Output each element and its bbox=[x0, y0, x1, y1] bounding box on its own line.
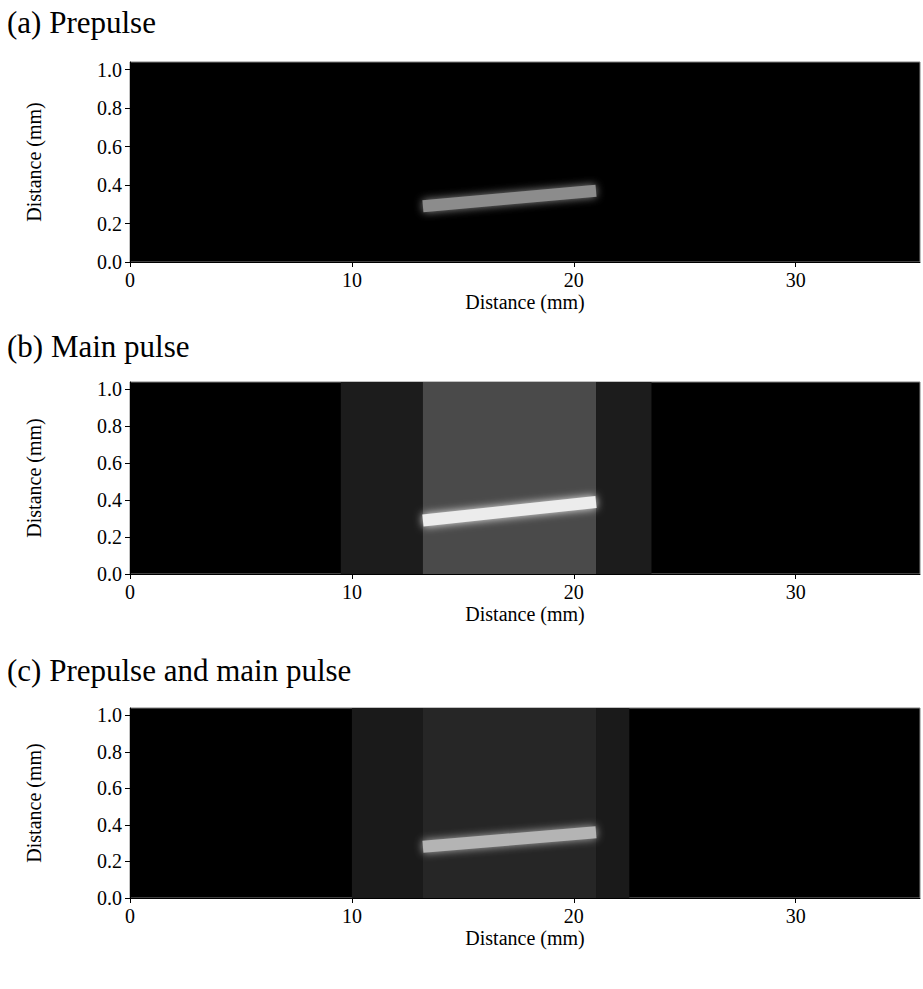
svg-text:0.6: 0.6 bbox=[97, 136, 122, 158]
svg-text:20: 20 bbox=[564, 269, 584, 291]
svg-text:0.2: 0.2 bbox=[97, 526, 122, 548]
svg-text:0.8: 0.8 bbox=[97, 415, 122, 437]
svg-text:30: 30 bbox=[786, 581, 806, 603]
svg-text:0.8: 0.8 bbox=[97, 97, 122, 119]
svg-text:0.0: 0.0 bbox=[97, 251, 122, 273]
svg-text:30: 30 bbox=[786, 905, 806, 927]
svg-text:10: 10 bbox=[342, 269, 362, 291]
svg-text:Distance (mm): Distance (mm) bbox=[23, 102, 46, 221]
svg-text:0.4: 0.4 bbox=[97, 174, 122, 196]
svg-text:(c) Prepulse and main pulse: (c) Prepulse and main pulse bbox=[7, 653, 351, 688]
svg-text:Distance (mm): Distance (mm) bbox=[465, 927, 584, 950]
svg-text:1.0: 1.0 bbox=[97, 704, 122, 726]
svg-text:20: 20 bbox=[564, 905, 584, 927]
svg-text:1.0: 1.0 bbox=[97, 378, 122, 400]
svg-text:10: 10 bbox=[342, 905, 362, 927]
svg-text:(a) Prepulse: (a) Prepulse bbox=[7, 5, 156, 40]
svg-text:0.0: 0.0 bbox=[97, 887, 122, 909]
svg-text:0.2: 0.2 bbox=[97, 850, 122, 872]
svg-text:Distance (mm): Distance (mm) bbox=[465, 603, 584, 626]
svg-text:0.4: 0.4 bbox=[97, 814, 122, 836]
svg-text:0.2: 0.2 bbox=[97, 213, 122, 235]
svg-text:0: 0 bbox=[125, 905, 135, 927]
svg-text:Distance (mm): Distance (mm) bbox=[23, 418, 46, 537]
svg-text:0.8: 0.8 bbox=[97, 741, 122, 763]
svg-text:0.4: 0.4 bbox=[97, 489, 122, 511]
svg-text:0: 0 bbox=[125, 269, 135, 291]
svg-text:1.0: 1.0 bbox=[97, 59, 122, 81]
svg-text:Distance (mm): Distance (mm) bbox=[465, 291, 584, 314]
svg-text:30: 30 bbox=[786, 269, 806, 291]
svg-text:Distance (mm): Distance (mm) bbox=[23, 743, 46, 862]
svg-text:0.6: 0.6 bbox=[97, 777, 122, 799]
svg-text:(b) Main pulse: (b) Main pulse bbox=[7, 329, 190, 364]
svg-text:10: 10 bbox=[342, 581, 362, 603]
svg-text:0: 0 bbox=[125, 581, 135, 603]
svg-text:0.6: 0.6 bbox=[97, 452, 122, 474]
svg-text:0.0: 0.0 bbox=[97, 563, 122, 585]
svg-text:20: 20 bbox=[564, 581, 584, 603]
